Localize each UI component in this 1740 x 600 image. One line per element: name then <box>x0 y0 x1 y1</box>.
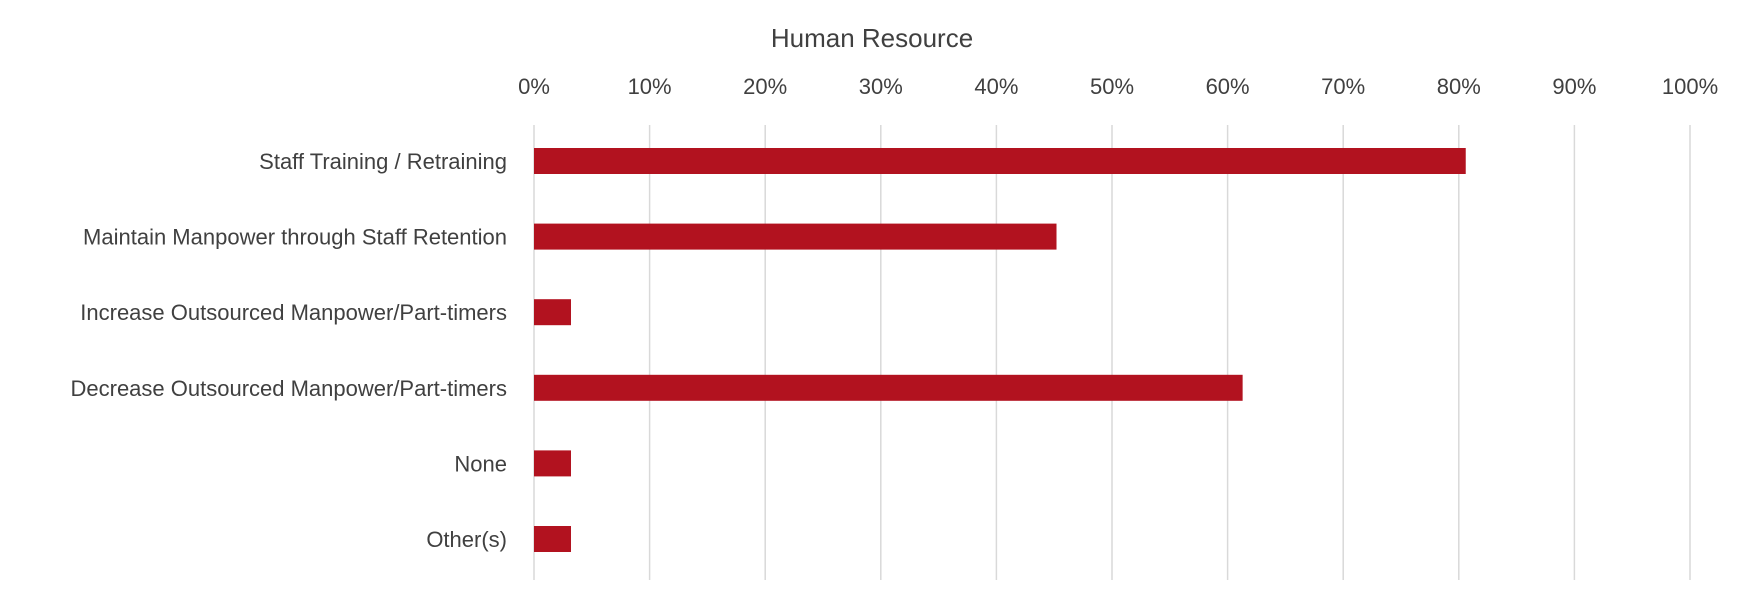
gridlines <box>533 125 1691 580</box>
x-tick-label: 70% <box>1321 74 1365 99</box>
x-tick-label: 10% <box>628 74 672 99</box>
category-label: None <box>454 451 507 476</box>
x-tick-label: 60% <box>1206 74 1250 99</box>
category-label: Other(s) <box>426 527 507 552</box>
bars <box>534 148 1466 552</box>
x-tick-label: 30% <box>859 74 903 99</box>
x-axis-ticks: 0% 10% 20% 30% 40% 50% 60% 70% 80% 90% 100% <box>518 74 1718 99</box>
bar <box>534 223 1057 250</box>
category-label: Maintain Manpower through Staff Retentio… <box>83 225 507 250</box>
category-label: Increase Outsourced Manpower/Part-timers <box>80 300 507 325</box>
category-label: Staff Training / Retraining <box>259 149 507 174</box>
x-tick-label: 0% <box>518 74 550 99</box>
x-tick-label: 80% <box>1437 74 1481 99</box>
x-tick-label: 50% <box>1090 74 1134 99</box>
chart-title: Human Resource <box>771 23 973 53</box>
bar <box>534 374 1243 401</box>
bar <box>534 299 571 326</box>
bar <box>534 450 571 477</box>
category-label: Decrease Outsourced Manpower/Part-timers <box>71 376 508 401</box>
x-tick-label: 90% <box>1552 74 1596 99</box>
x-tick-label: 20% <box>743 74 787 99</box>
x-tick-label: 100% <box>1662 74 1718 99</box>
bar <box>534 148 1466 174</box>
x-tick-label: 40% <box>974 74 1018 99</box>
category-labels: Staff Training / Retraining Maintain Manp… <box>71 149 508 552</box>
bar <box>534 526 571 552</box>
